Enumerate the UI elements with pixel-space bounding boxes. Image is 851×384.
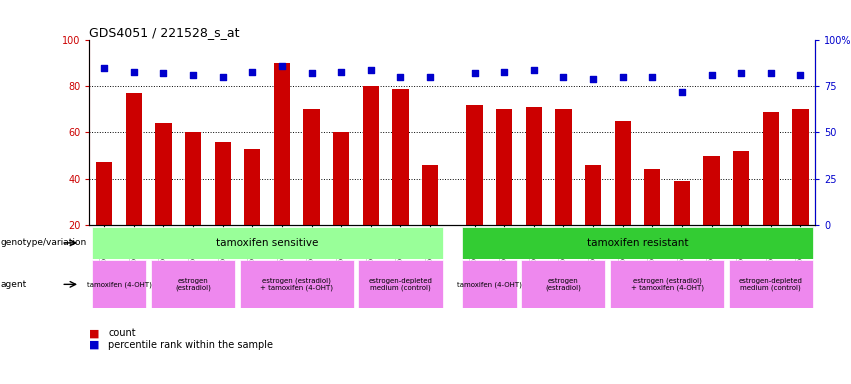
Point	[127, 69, 140, 75]
Text: estrogen-depleted
medium (control): estrogen-depleted medium (control)	[368, 278, 432, 291]
Point	[764, 70, 778, 76]
Bar	[733, 151, 750, 271]
Bar	[274, 63, 290, 271]
Bar	[462, 227, 813, 259]
Bar	[214, 142, 231, 271]
Bar	[526, 107, 542, 271]
Bar	[762, 112, 779, 271]
Point	[734, 70, 748, 76]
Text: percentile rank within the sample: percentile rank within the sample	[108, 340, 273, 350]
Text: genotype/variation: genotype/variation	[1, 238, 87, 247]
Bar	[422, 165, 438, 271]
Bar	[244, 149, 260, 271]
Point	[216, 74, 230, 80]
Bar	[185, 132, 201, 271]
Bar	[610, 260, 724, 308]
Point	[157, 70, 170, 76]
Point	[394, 74, 408, 80]
Bar	[728, 260, 813, 308]
Point	[305, 70, 318, 76]
Bar	[496, 109, 512, 271]
Text: estrogen
(estradiol): estrogen (estradiol)	[175, 278, 211, 291]
Text: GDS4051 / 221528_s_at: GDS4051 / 221528_s_at	[89, 26, 240, 39]
Text: count: count	[108, 328, 135, 338]
Point	[497, 69, 511, 75]
Bar	[392, 89, 408, 271]
Bar	[704, 156, 720, 271]
Bar	[674, 181, 690, 271]
Bar	[462, 260, 517, 308]
Bar	[466, 105, 483, 271]
Text: estrogen (estradiol)
+ tamoxifen (4-OHT): estrogen (estradiol) + tamoxifen (4-OHT)	[260, 277, 334, 291]
Text: tamoxifen resistant: tamoxifen resistant	[586, 238, 688, 248]
Text: estrogen-depleted
medium (control): estrogen-depleted medium (control)	[739, 278, 802, 291]
Point	[186, 72, 200, 78]
Point	[675, 89, 688, 95]
Bar	[644, 169, 660, 271]
Text: ■: ■	[89, 328, 100, 338]
Point	[245, 69, 259, 75]
Text: ■: ■	[89, 340, 100, 350]
Point	[794, 72, 808, 78]
Point	[334, 69, 348, 75]
Bar	[151, 260, 235, 308]
Text: tamoxifen (4-OHT): tamoxifen (4-OHT)	[87, 281, 151, 288]
Point	[364, 67, 378, 73]
Bar	[92, 227, 443, 259]
Bar	[585, 165, 601, 271]
Bar	[126, 93, 142, 271]
Bar	[96, 162, 112, 271]
Bar	[555, 109, 572, 271]
Text: estrogen
(estradiol): estrogen (estradiol)	[545, 278, 581, 291]
Bar	[92, 260, 146, 308]
Text: agent: agent	[1, 280, 27, 289]
Point	[423, 74, 437, 80]
Bar	[333, 132, 350, 271]
Bar	[358, 260, 443, 308]
Bar	[304, 109, 320, 271]
Point	[468, 70, 482, 76]
Bar	[363, 86, 379, 271]
Bar	[240, 260, 354, 308]
Point	[97, 65, 111, 71]
Bar	[792, 109, 808, 271]
Point	[557, 74, 570, 80]
Text: tamoxifen sensitive: tamoxifen sensitive	[216, 238, 318, 248]
Bar	[522, 260, 606, 308]
Point	[527, 67, 540, 73]
Point	[705, 72, 718, 78]
Text: estrogen (estradiol)
+ tamoxifen (4-OHT): estrogen (estradiol) + tamoxifen (4-OHT)	[631, 277, 704, 291]
Point	[275, 63, 288, 69]
Text: tamoxifen (4-OHT): tamoxifen (4-OHT)	[457, 281, 522, 288]
Point	[586, 76, 600, 82]
Bar	[614, 121, 631, 271]
Point	[646, 74, 660, 80]
Bar	[155, 123, 172, 271]
Point	[616, 74, 630, 80]
